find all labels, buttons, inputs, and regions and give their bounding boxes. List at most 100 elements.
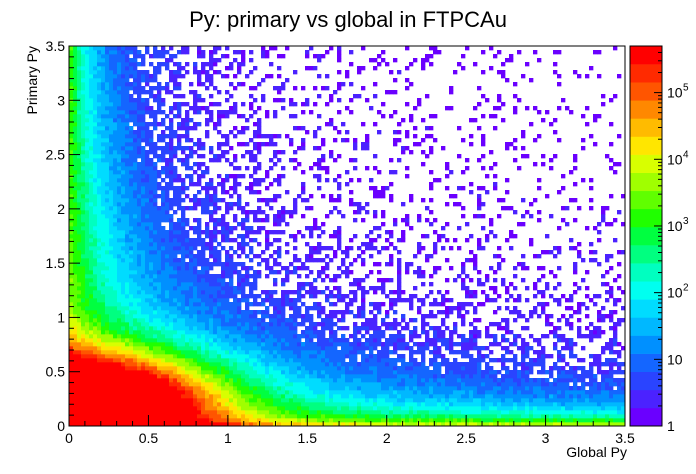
- heatmap-cell: [217, 278, 222, 283]
- heatmap-cell: [181, 290, 186, 295]
- heatmap-cell: [197, 174, 202, 179]
- heatmap-cell: [233, 166, 238, 171]
- heatmap-cell: [105, 422, 110, 427]
- heatmap-cell: [345, 354, 350, 359]
- heatmap-cell: [117, 98, 122, 103]
- heatmap-cell: [85, 234, 90, 239]
- heatmap-cell: [73, 118, 78, 123]
- heatmap-cell: [129, 222, 134, 227]
- heatmap-cell: [113, 314, 118, 319]
- heatmap-cell: [93, 334, 98, 339]
- heatmap-cell: [145, 70, 150, 75]
- heatmap-cell: [125, 234, 130, 239]
- heatmap-cell: [73, 50, 78, 55]
- heatmap-cell: [129, 194, 134, 199]
- heatmap-cell: [233, 338, 238, 343]
- heatmap-cell: [177, 278, 182, 283]
- heatmap-cell: [353, 166, 358, 171]
- heatmap-cell: [89, 134, 94, 139]
- heatmap-cell: [101, 70, 106, 75]
- heatmap-cell: [69, 366, 74, 371]
- heatmap-cell: [273, 258, 278, 263]
- heatmap-cell: [201, 210, 206, 215]
- heatmap-cell: [317, 402, 322, 407]
- heatmap-cell: [229, 346, 234, 351]
- heatmap-cell: [261, 330, 266, 335]
- heatmap-cell: [145, 106, 150, 111]
- heatmap-cell: [229, 186, 234, 191]
- heatmap-cell: [253, 282, 258, 287]
- heatmap-cell: [273, 110, 278, 115]
- heatmap-cell: [249, 58, 254, 63]
- heatmap-cell: [197, 98, 202, 103]
- heatmap-cell: [161, 178, 166, 183]
- heatmap-cell: [77, 234, 82, 239]
- heatmap-cell: [113, 122, 118, 127]
- heatmap-cell: [325, 398, 330, 403]
- heatmap-cell: [129, 46, 134, 51]
- heatmap-cell: [173, 198, 178, 203]
- heatmap-cell: [245, 74, 250, 79]
- heatmap-cell: [117, 274, 122, 279]
- heatmap-cell: [313, 134, 318, 139]
- heatmap-cell: [205, 342, 210, 347]
- heatmap-cell: [257, 378, 262, 383]
- heatmap-cell: [161, 122, 166, 127]
- heatmap-cell: [81, 370, 86, 375]
- heatmap-cell: [109, 154, 114, 159]
- heatmap-cell: [337, 414, 342, 419]
- heatmap-cell: [337, 394, 342, 399]
- heatmap-cell: [113, 98, 118, 103]
- heatmap-cell: [165, 150, 170, 155]
- heatmap-cell: [229, 174, 234, 179]
- heatmap-cell: [77, 134, 82, 139]
- heatmap-cell: [309, 318, 314, 323]
- heatmap-cell: [297, 306, 302, 311]
- heatmap-cell: [217, 386, 222, 391]
- heatmap-cell: [97, 58, 102, 63]
- heatmap-cell: [93, 254, 98, 259]
- heatmap-cell: [117, 350, 122, 355]
- heatmap-cell: [69, 230, 74, 235]
- heatmap-cell: [345, 414, 350, 419]
- heatmap-cell: [113, 266, 118, 271]
- heatmap-cell: [85, 78, 90, 83]
- heatmap-cell: [337, 410, 342, 415]
- heatmap-cell: [133, 146, 138, 151]
- heatmap-cell: [193, 334, 198, 339]
- heatmap-cell: [101, 218, 106, 223]
- heatmap-cell: [173, 342, 178, 347]
- heatmap-cell: [85, 54, 90, 59]
- heatmap-cell: [169, 138, 174, 143]
- heatmap-cell: [141, 86, 146, 91]
- heatmap-cell: [293, 198, 298, 203]
- heatmap-cell: [309, 254, 314, 259]
- heatmap-cell: [101, 414, 106, 419]
- heatmap-cell: [97, 166, 102, 171]
- heatmap-cell: [121, 130, 126, 135]
- heatmap-cell: [325, 350, 330, 355]
- heatmap-cell: [165, 238, 170, 243]
- heatmap-cell: [289, 342, 294, 347]
- heatmap-cell: [125, 94, 130, 99]
- heatmap-cell: [357, 382, 362, 387]
- heatmap-cell: [89, 146, 94, 151]
- heatmap-cell: [177, 310, 182, 315]
- heatmap-cell: [93, 370, 98, 375]
- heatmap-cell: [113, 242, 118, 247]
- heatmap-cell: [305, 334, 310, 339]
- heatmap-cell: [217, 382, 222, 387]
- heatmap-cell: [77, 174, 82, 179]
- heatmap-cell: [297, 230, 302, 235]
- heatmap-cell: [285, 422, 290, 427]
- heatmap-cell: [117, 238, 122, 243]
- heatmap-cell: [81, 62, 86, 67]
- heatmap-cell: [149, 382, 154, 387]
- heatmap-cell: [273, 354, 278, 359]
- heatmap-cell: [297, 414, 302, 419]
- heatmap-cell: [149, 374, 154, 379]
- heatmap-cell: [149, 298, 154, 303]
- heatmap-cell: [105, 362, 110, 367]
- heatmap-cell: [129, 50, 134, 55]
- heatmap-cell: [285, 350, 290, 355]
